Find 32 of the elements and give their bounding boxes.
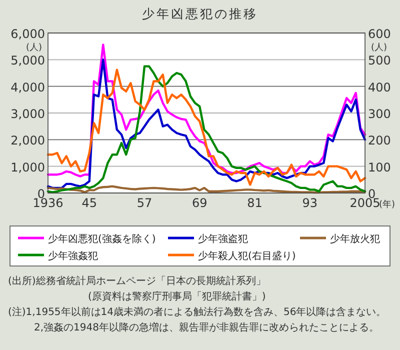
text: (原資料は警察庁刑事局「犯罪統計書」)	[88, 290, 266, 302]
y2-tick-label: 300	[368, 107, 391, 121]
y2-tick-label: 100	[368, 160, 391, 174]
legend-label: 少年放火犯	[330, 233, 380, 245]
y-tick-label: 3,000	[10, 107, 45, 121]
x-tick-label: 69	[192, 196, 208, 210]
y-tick-label: 2,000	[10, 134, 45, 148]
y-tick-label: 6,000	[10, 27, 45, 41]
y2-tick-label: 400	[368, 80, 391, 94]
y2-tick-label: 200	[368, 134, 391, 148]
x-tick-label: 57	[136, 196, 152, 210]
legend-label: 少年殺人犯(右目盛り)	[198, 250, 296, 262]
y2-tick-label: 500	[368, 54, 391, 68]
legend-label: 少年強姦犯	[48, 250, 98, 262]
y2-axis-title: (人)	[371, 42, 388, 53]
text: (出所)総務省統計局ホームページ「日本の長期統計系列」	[8, 275, 266, 287]
y-tick-label: 1,000	[10, 160, 45, 174]
x-tick-label: 81	[247, 196, 262, 210]
legend-label: 少年強盗犯	[198, 233, 248, 245]
text: (注)1,1955年以前は14歳未満の者による触法行為数を含み、56年以降は含まない。	[8, 306, 386, 318]
text: 2,強姦の1948年以降の急増は、親告罪が非親告罪に改められたことによる。	[34, 322, 379, 334]
y-tick-label: 4,000	[10, 80, 45, 94]
y2-tick-label: 600	[368, 27, 391, 41]
y-axis-title: (人)	[26, 42, 42, 53]
x-tick-label: 45	[82, 196, 97, 210]
legend-label: 少年凶悪犯(強姦を除く)	[48, 233, 156, 245]
x-axis-title: (年)	[379, 199, 396, 210]
chart-title: 少年凶悪犯の推移	[142, 6, 258, 21]
line-series	[46, 44, 366, 178]
y-tick-label: 5,000	[10, 54, 45, 68]
line-series	[46, 185, 366, 194]
x-tick-label: 93	[302, 196, 318, 210]
